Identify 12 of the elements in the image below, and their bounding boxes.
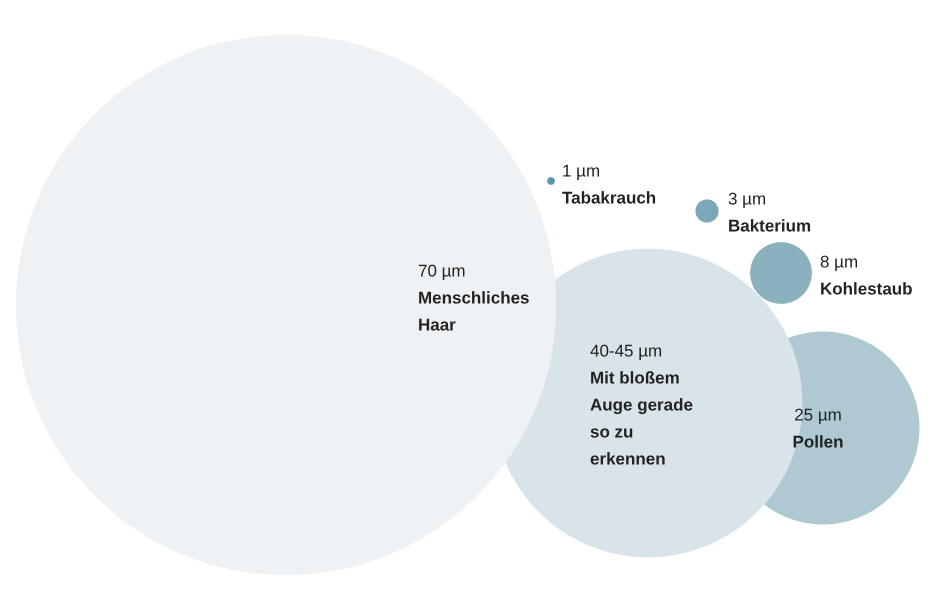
category-label: Bakterium: [728, 216, 812, 236]
data-label: 40-45 µm: [590, 342, 662, 361]
data-label: 8 µm: [820, 252, 858, 272]
category-label: Menschliches Haar: [418, 288, 530, 335]
data-label: 3 µm: [728, 190, 766, 209]
data-label: 1 µm: [562, 162, 600, 181]
category-label: Mit bloßem Auge gerade so zu erkennen: [590, 368, 693, 469]
data-label: 70 µm: [418, 262, 466, 281]
category-label: Tabakrauch: [562, 188, 656, 208]
category-label: Pollen: [792, 432, 844, 452]
category-label: Kohlestaub: [820, 280, 913, 299]
data-label: 25 µm: [794, 406, 842, 425]
